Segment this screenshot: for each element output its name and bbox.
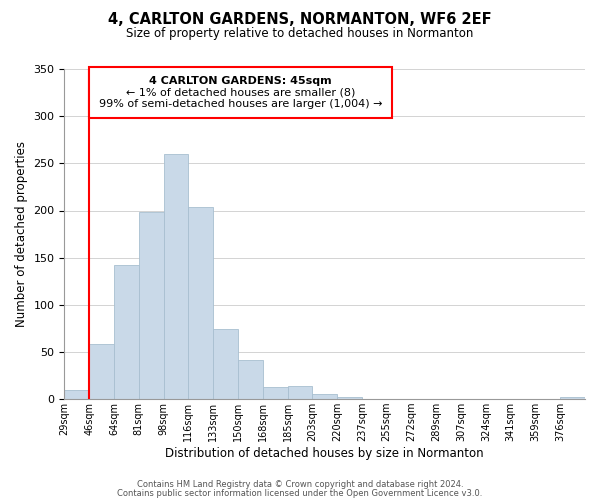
X-axis label: Distribution of detached houses by size in Normanton: Distribution of detached houses by size …	[166, 447, 484, 460]
Text: 99% of semi-detached houses are larger (1,004) →: 99% of semi-detached houses are larger (…	[98, 99, 382, 109]
Text: ← 1% of detached houses are smaller (8): ← 1% of detached houses are smaller (8)	[126, 88, 355, 98]
Text: Contains HM Land Registry data © Crown copyright and database right 2024.: Contains HM Land Registry data © Crown c…	[137, 480, 463, 489]
Bar	[164, 154, 188, 399]
Bar	[188, 206, 213, 399]
FancyBboxPatch shape	[89, 67, 392, 118]
Bar	[560, 398, 585, 399]
Bar	[287, 386, 313, 399]
Text: Contains public sector information licensed under the Open Government Licence v3: Contains public sector information licen…	[118, 488, 482, 498]
Text: Size of property relative to detached houses in Normanton: Size of property relative to detached ho…	[127, 28, 473, 40]
Bar	[263, 387, 287, 399]
Bar	[238, 360, 263, 399]
Bar	[337, 398, 362, 399]
Bar	[64, 390, 89, 399]
Y-axis label: Number of detached properties: Number of detached properties	[15, 141, 28, 327]
Text: 4, CARLTON GARDENS, NORMANTON, WF6 2EF: 4, CARLTON GARDENS, NORMANTON, WF6 2EF	[108, 12, 492, 28]
Bar	[114, 265, 139, 399]
Bar	[139, 212, 164, 399]
Bar	[89, 344, 114, 399]
Bar	[213, 330, 238, 399]
Bar	[313, 394, 337, 399]
Text: 4 CARLTON GARDENS: 45sqm: 4 CARLTON GARDENS: 45sqm	[149, 76, 332, 86]
